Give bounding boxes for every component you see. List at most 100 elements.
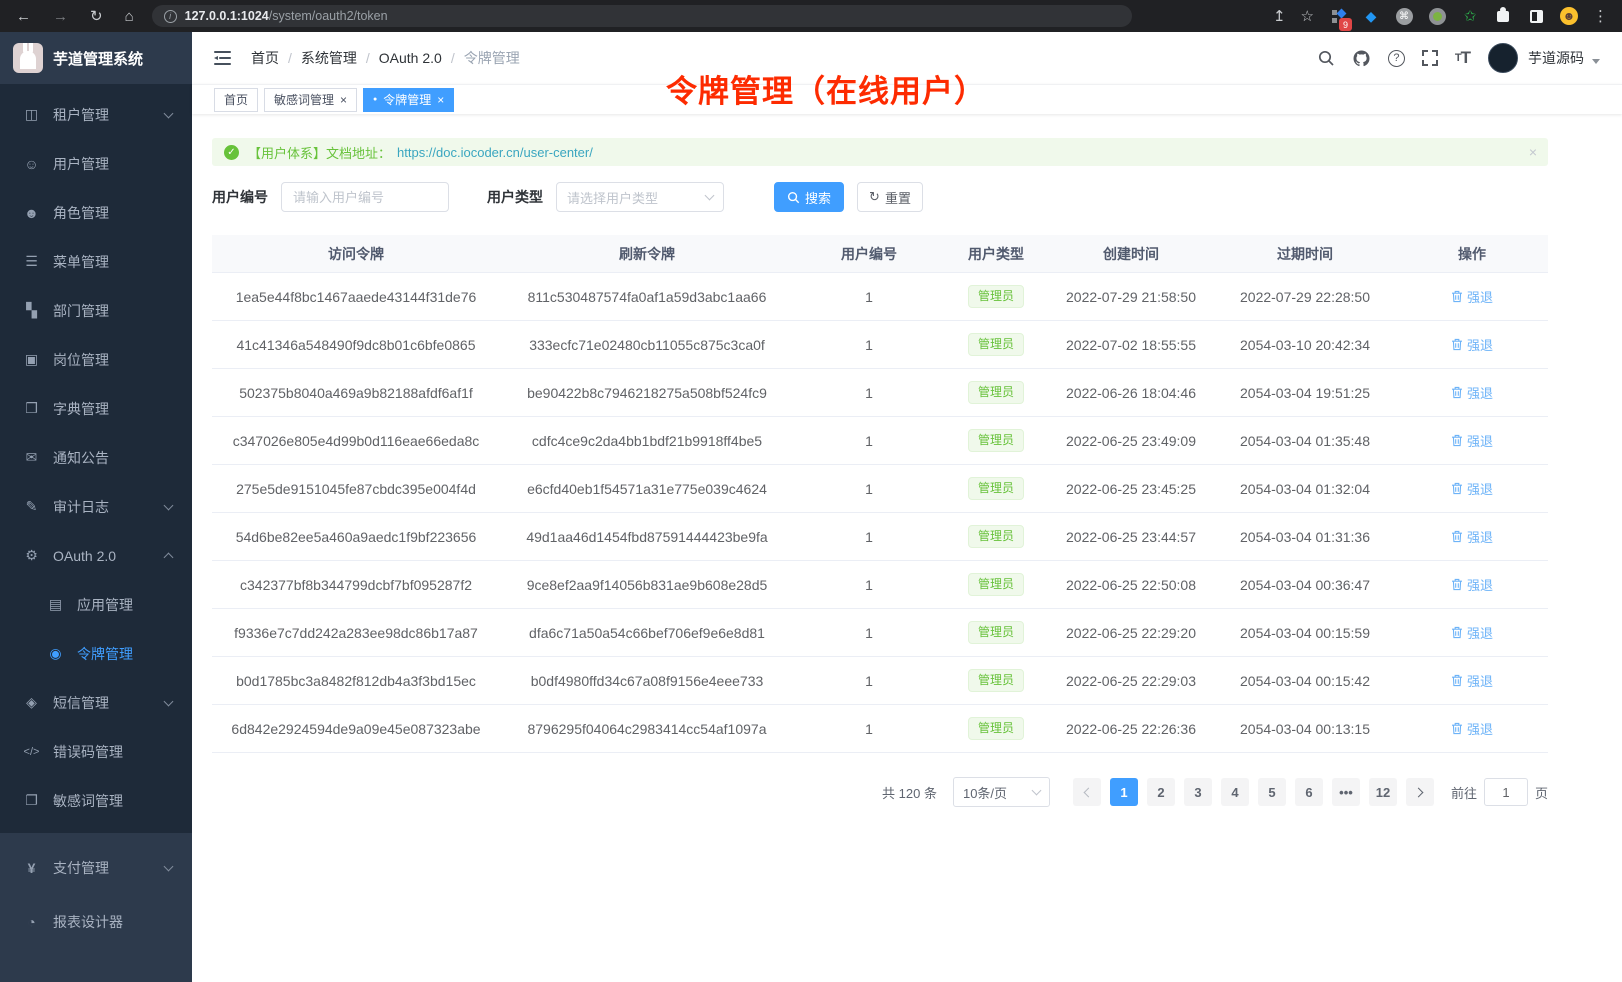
prev-page-button[interactable] <box>1072 778 1101 806</box>
expire-time: 2054-03-04 01:35:48 <box>1240 432 1370 449</box>
user-id: 1 <box>865 576 873 593</box>
page-ellipsis[interactable]: ••• <box>1331 778 1360 806</box>
tab-home[interactable]: 首页 <box>214 87 259 112</box>
page-size-select[interactable]: 10条/页 <box>952 777 1050 807</box>
breadcrumb-system[interactable]: 系统管理 <box>300 50 357 66</box>
browser-back-icon[interactable]: ← <box>16 7 31 25</box>
sidebar-item-oauth-app[interactable]: ▤ 应用管理 <box>0 580 192 629</box>
user-id-input[interactable] <box>281 182 449 212</box>
force-logout-button[interactable]: 强退 <box>1451 527 1493 546</box>
sidebar-item-error-code[interactable]: </> 错误码管理 <box>0 727 192 776</box>
sidebar-item-sensitive-word[interactable]: ❐ 敏感词管理 <box>0 776 192 825</box>
force-logout-button[interactable]: 强退 <box>1451 719 1493 738</box>
profile-avatar-icon[interactable]: ☻ <box>1560 7 1578 25</box>
fullscreen-icon[interactable] <box>1421 50 1438 66</box>
recorder-extension-icon[interactable] <box>1428 7 1446 25</box>
address-bar[interactable]: i 127.0.0.1:1024/system/oauth2/token <box>151 5 1132 27</box>
sidebar-item-label: 岗位管理 <box>53 351 109 368</box>
page-button-12[interactable]: 12 <box>1368 778 1397 806</box>
token-row: 54d6be82ee5a460a9aedc1f9bf223656 49d1aa4… <box>212 513 1548 561</box>
sidebar-item-tenant[interactable]: ◫ 租户管理 <box>0 90 192 139</box>
sidebar-item-post[interactable]: ▣ 岗位管理 <box>0 335 192 384</box>
site-info-icon[interactable]: i <box>163 9 177 23</box>
force-logout-button[interactable]: 强退 <box>1451 479 1493 498</box>
tab-token[interactable]: ● 令牌管理 × <box>363 87 455 112</box>
total-count: 共 120 条 <box>882 785 937 801</box>
chevron-right-icon <box>1413 787 1424 797</box>
search-icon[interactable] <box>1317 49 1335 67</box>
bookmark-star-icon[interactable]: ☆ <box>1300 8 1314 25</box>
sidebar-item-role[interactable]: ☻ 角色管理 <box>0 188 192 237</box>
force-logout-button[interactable]: 强退 <box>1451 431 1493 450</box>
sidebar-item-dict[interactable]: ❒ 字典管理 <box>0 384 192 433</box>
side-panel-icon[interactable] <box>1527 7 1545 25</box>
sidebar-item-dept[interactable]: ▚ 部门管理 <box>0 286 192 335</box>
sidebar-item-label: 令牌管理 <box>77 645 133 662</box>
sidebar-item-label: 应用管理 <box>77 596 133 613</box>
force-logout-button[interactable]: 强退 <box>1451 335 1493 354</box>
browser-menu-icon[interactable]: ⋮ <box>1593 8 1608 25</box>
role-icon: ☻ <box>24 204 39 221</box>
app-title: 芋道管理系统 <box>53 50 144 68</box>
browser-forward-icon[interactable]: → <box>53 7 68 25</box>
green-star-extension-icon[interactable]: ✩ <box>1463 8 1477 25</box>
close-icon[interactable]: × <box>437 92 445 107</box>
github-icon[interactable] <box>1352 49 1371 68</box>
help-icon[interactable]: ? <box>1387 49 1405 67</box>
force-logout-button[interactable]: 强退 <box>1451 383 1493 402</box>
sidebar-item-oauth[interactable]: ⚙ OAuth 2.0 <box>0 531 192 580</box>
tab-sensitive-word[interactable]: 敏感词管理 × <box>264 87 358 112</box>
sidebar-item-user[interactable]: ☺ 用户管理 <box>0 139 192 188</box>
command-extension-icon[interactable]: ⌘ <box>1395 7 1413 25</box>
doc-link[interactable]: https://doc.iocoder.cn/user-center/ <box>397 144 593 160</box>
force-logout-button[interactable]: 强退 <box>1451 671 1493 690</box>
extension-grid-icon[interactable]: 9 <box>1329 7 1352 31</box>
breadcrumb-home[interactable]: 首页 <box>251 50 279 66</box>
puzzle-extensions-icon[interactable] <box>1494 6 1512 25</box>
created-time: 2022-07-29 21:58:50 <box>1066 288 1196 305</box>
sidebar-item-oauth-token[interactable]: ◉ 令牌管理 <box>0 629 192 678</box>
user-dropdown-caret-icon[interactable] <box>1592 58 1600 64</box>
search-button[interactable]: 搜索 <box>774 182 844 212</box>
refresh-token: e6cfd40eb1f54571a31e775e039c4624 <box>527 480 767 497</box>
sidebar-item-pay[interactable]: ¥ 支付管理 <box>0 841 192 895</box>
sidebar-item-menu[interactable]: ☰ 菜单管理 <box>0 237 192 286</box>
page-button-2[interactable]: 2 <box>1146 778 1175 806</box>
alert-close-icon[interactable]: × <box>1528 144 1537 160</box>
tab-label: 敏感词管理 <box>274 93 335 107</box>
share-icon[interactable]: ↥ <box>1272 8 1286 25</box>
reset-button[interactable]: ↻ 重置 <box>857 182 923 212</box>
page-button-4[interactable]: 4 <box>1220 778 1249 806</box>
username[interactable]: 芋道源码 <box>1528 50 1584 66</box>
shield-icon: ◈ <box>26 694 37 710</box>
user-type-select[interactable]: 请选择用户类型 <box>556 182 724 212</box>
browser-reload-icon[interactable]: ↻ <box>90 8 103 25</box>
page-button-6[interactable]: 6 <box>1294 778 1323 806</box>
gem-extension-icon[interactable]: ◆ <box>1365 7 1377 24</box>
user-id: 1 <box>865 288 873 305</box>
page-button-3[interactable]: 3 <box>1183 778 1212 806</box>
force-logout-button[interactable]: 强退 <box>1451 575 1493 594</box>
trash-icon <box>1451 290 1462 303</box>
close-icon[interactable]: × <box>340 92 348 107</box>
page-button-1[interactable]: 1 <box>1109 778 1138 806</box>
sidebar-item-audit-log[interactable]: ✎ 审计日志 <box>0 482 192 531</box>
breadcrumb-oauth[interactable]: OAuth 2.0 <box>378 50 442 66</box>
user-avatar[interactable] <box>1488 43 1518 73</box>
collapse-sidebar-icon[interactable] <box>214 51 231 65</box>
app-logo-row[interactable]: 芋道管理系统 <box>0 32 192 84</box>
sidebar-item-report-designer[interactable]: ◔ 报表设计器 <box>0 895 192 949</box>
tab-label: 令牌管理 <box>383 93 432 107</box>
force-logout-button[interactable]: 强退 <box>1451 623 1493 642</box>
sidebar-item-notice[interactable]: ✉ 通知公告 <box>0 433 192 482</box>
browser-home-icon[interactable]: ⌂ <box>124 7 134 25</box>
page-button-5[interactable]: 5 <box>1257 778 1286 806</box>
trash-icon <box>1451 722 1462 735</box>
token-row: f9336e7c7dd242a283ee98dc86b17a87 dfa6c71… <box>212 609 1548 657</box>
user-type-badge: 管理员 <box>967 716 1024 741</box>
next-page-button[interactable] <box>1405 778 1434 806</box>
sidebar-item-sms[interactable]: ◈ 短信管理 <box>0 678 192 727</box>
goto-page-input[interactable] <box>1483 778 1528 806</box>
force-logout-button[interactable]: 强退 <box>1451 287 1493 306</box>
